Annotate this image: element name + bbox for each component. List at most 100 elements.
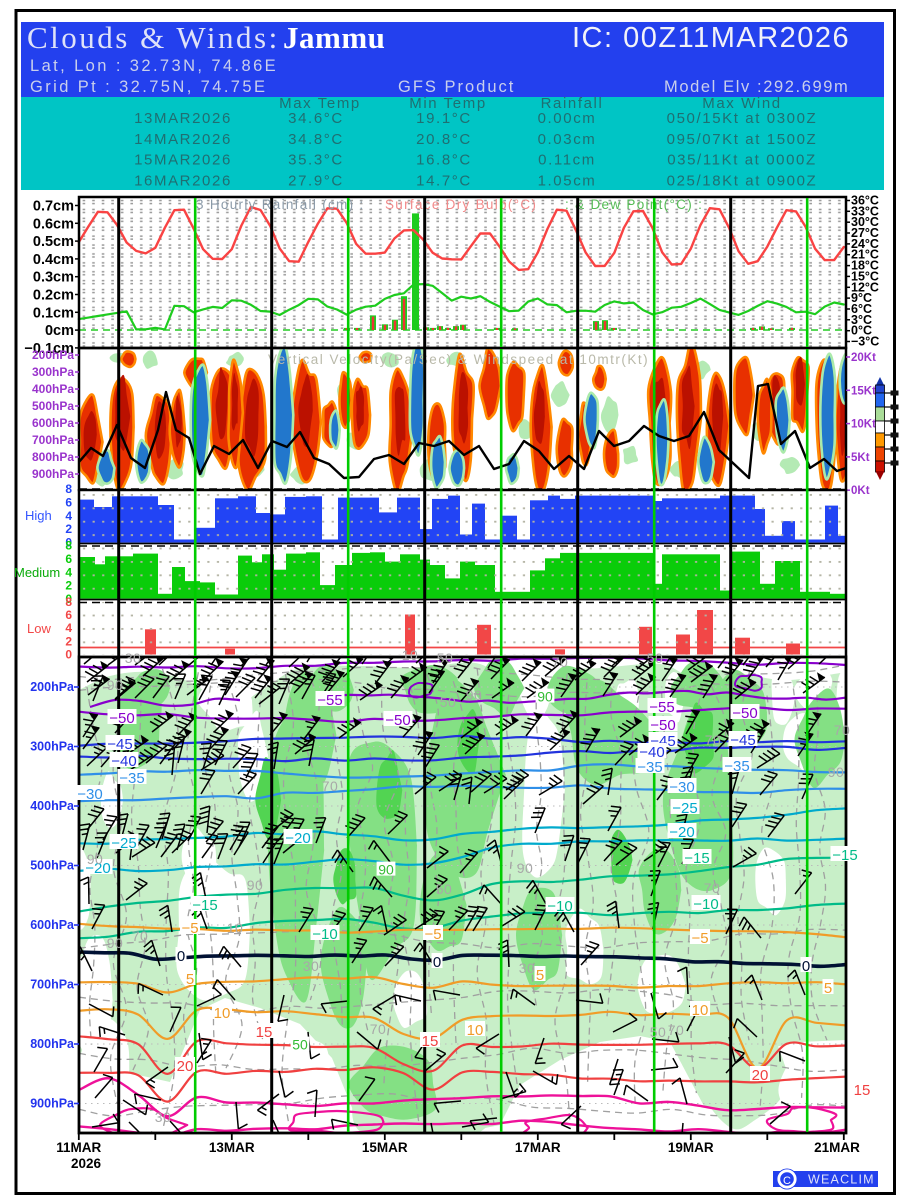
svg-text:15MAR2026: 15MAR2026 (134, 152, 232, 169)
svg-text:27.9°C: 27.9°C (288, 172, 344, 189)
svg-text:−50: −50 (732, 705, 757, 722)
svg-text:0.03cm: 0.03cm (538, 131, 597, 148)
svg-text:−35: −35 (724, 758, 749, 775)
svg-text:5: 5 (824, 980, 832, 997)
svg-text:200hPa: 200hPa (32, 348, 74, 362)
svg-text:4: 4 (65, 509, 72, 523)
svg-text:0.6cm: 0.6cm (33, 216, 74, 232)
svg-text:0: 0 (65, 536, 72, 550)
svg-text:5Kt: 5Kt (851, 452, 870, 464)
svg-text:24°C: 24°C (851, 237, 879, 251)
svg-text:2026: 2026 (71, 1156, 102, 1171)
svg-text:−20: −20 (85, 860, 110, 877)
svg-text:90: 90 (87, 851, 104, 867)
svg-text:14MAR2026: 14MAR2026 (134, 131, 232, 148)
svg-text:90: 90 (107, 935, 124, 951)
svg-text:20: 20 (177, 1058, 194, 1075)
svg-text:5: 5 (186, 971, 194, 988)
svg-text:−35: −35 (119, 770, 144, 787)
svg-text:0: 0 (802, 958, 810, 975)
svg-text:−15: −15 (684, 850, 709, 867)
svg-text:Max Wind: Max Wind (702, 95, 781, 112)
svg-text:−50: −50 (109, 710, 134, 727)
svg-text:12°C: 12°C (851, 280, 879, 294)
svg-text:19MAR: 19MAR (668, 1140, 714, 1155)
svg-text:−3°C: −3°C (851, 335, 879, 349)
svg-text:Max Temp: Max Temp (279, 95, 361, 112)
svg-text:70: 70 (704, 880, 721, 896)
svg-text:: & Dew Point(°C) :: : & Dew Point(°C) : (565, 197, 703, 212)
svg-text:C: C (783, 1175, 791, 1187)
svg-text:035/11Kt at 0000Z: 035/11Kt at 0000Z (667, 152, 817, 169)
svg-text:0.11cm: 0.11cm (538, 152, 596, 169)
svg-text:−30: −30 (77, 786, 102, 803)
svg-text:21MAR: 21MAR (814, 1140, 860, 1155)
svg-text:−40: −40 (639, 744, 664, 761)
svg-text:4: 4 (65, 565, 72, 579)
svg-text:400hPa: 400hPa (32, 382, 74, 396)
svg-text:33°C: 33°C (851, 204, 879, 218)
svg-text:90: 90 (107, 677, 124, 693)
svg-text:2: 2 (65, 579, 72, 593)
svg-text:200hPa: 200hPa (30, 680, 75, 694)
svg-text:0.7cm: 0.7cm (33, 199, 74, 215)
svg-text:0.3cm: 0.3cm (33, 270, 74, 286)
svg-text:90: 90 (466, 687, 483, 703)
svg-text:15MAR: 15MAR (362, 1140, 408, 1155)
svg-text:−30: −30 (669, 779, 694, 796)
svg-text:30: 30 (155, 1109, 172, 1125)
svg-text:−20: −20 (669, 824, 694, 841)
svg-text:20.8°C: 20.8°C (416, 131, 472, 148)
svg-text:27°C: 27°C (851, 226, 879, 240)
svg-text:15Kt: 15Kt (851, 385, 876, 397)
svg-text:90: 90 (517, 860, 534, 876)
svg-text:High: High (25, 508, 52, 523)
svg-text:14.7°C: 14.7°C (416, 172, 472, 189)
svg-text:−25: −25 (111, 835, 136, 852)
svg-text:900hPa: 900hPa (30, 1097, 75, 1111)
svg-text:30: 30 (125, 650, 142, 666)
svg-text:9°C: 9°C (851, 291, 872, 305)
svg-text:90: 90 (247, 877, 264, 893)
svg-text:50: 50 (647, 650, 664, 666)
svg-text:Clouds & Winds:: Clouds & Winds: (27, 20, 280, 55)
svg-text:6°C: 6°C (851, 302, 872, 316)
svg-text:70: 70 (668, 1022, 685, 1038)
svg-text:−15: −15 (192, 897, 217, 914)
svg-text:Min Temp: Min Temp (409, 95, 487, 112)
svg-text:21°C: 21°C (851, 248, 879, 262)
svg-text:1.05cm: 1.05cm (538, 172, 597, 189)
svg-text:700hPa: 700hPa (32, 433, 74, 447)
svg-text:4: 4 (65, 621, 72, 635)
svg-text:50: 50 (650, 1024, 667, 1040)
svg-text:16.8°C: 16.8°C (416, 152, 472, 169)
svg-text:−45: −45 (107, 736, 132, 753)
svg-text:600hPa: 600hPa (32, 416, 74, 430)
svg-text:70: 70 (370, 1021, 387, 1037)
svg-text:−10: −10 (312, 926, 337, 943)
svg-text:15: 15 (854, 1082, 871, 1099)
svg-text:GFS Product: GFS Product (398, 78, 515, 96)
svg-text:10: 10 (227, 920, 244, 936)
svg-text:IC: 00Z11MAR2026: IC: 00Z11MAR2026 (572, 22, 850, 54)
svg-text:Grid Pt : 32.75N, 74.75E: Grid Pt : 32.75N, 74.75E (30, 78, 267, 96)
svg-text:50: 50 (437, 650, 454, 666)
svg-text:8: 8 (65, 539, 72, 553)
svg-text:800hPa: 800hPa (30, 1037, 75, 1051)
svg-text:2: 2 (65, 522, 72, 536)
svg-text:30: 30 (303, 958, 320, 974)
svg-text:Surface Dry Bulb(°C): Surface Dry Bulb(°C) (385, 197, 537, 212)
svg-text:0.5cm: 0.5cm (33, 234, 74, 250)
svg-text:Rainfall: Rainfall (541, 95, 604, 112)
svg-text:17MAR: 17MAR (515, 1140, 561, 1155)
svg-text:0: 0 (177, 948, 185, 965)
svg-text:0.4cm: 0.4cm (33, 252, 74, 268)
svg-text:−10: −10 (693, 896, 718, 913)
svg-text:10: 10 (467, 1022, 484, 1039)
svg-text:19.1°C: 19.1°C (416, 110, 472, 127)
svg-text:0: 0 (65, 592, 72, 606)
svg-text:300hPa: 300hPa (32, 365, 74, 379)
svg-text:900hPa: 900hPa (32, 467, 74, 481)
svg-text:095/07Kt at 1500Z: 095/07Kt at 1500Z (667, 131, 818, 148)
svg-text:30°C: 30°C (851, 215, 879, 229)
